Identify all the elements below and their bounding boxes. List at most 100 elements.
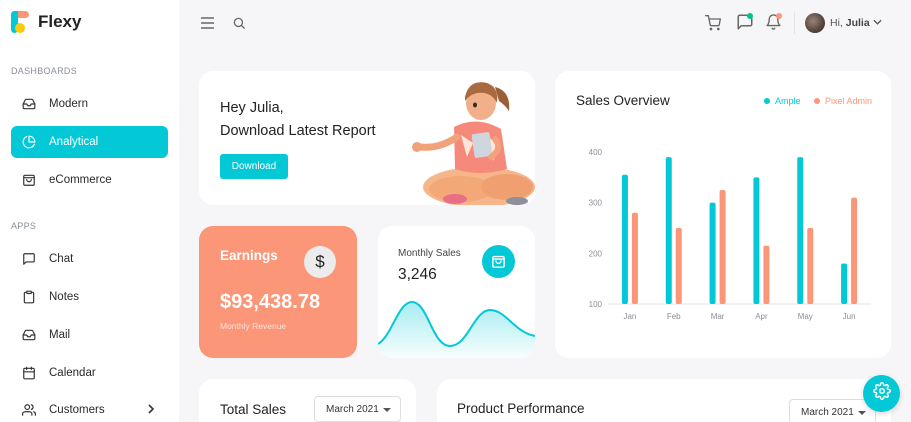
sidebar-item-analytical[interactable]: Analytical — [11, 126, 168, 158]
pie-chart-icon — [22, 135, 36, 149]
sales-overview-card: Sales Overview Ample Pixel Admin 400 300 2… — [555, 71, 891, 358]
sidebar-item-mail[interactable]: Mail — [11, 319, 168, 351]
sidebar-item-label: Calendar — [49, 367, 96, 379]
earnings-card: Earnings $ $93,438.78 Monthly Revenue — [199, 226, 357, 358]
dollar-icon: $ — [304, 246, 336, 278]
total-sales-month-select[interactable]: March 2021 — [314, 396, 401, 422]
settings-fab-button[interactable] — [863, 375, 900, 412]
chevron-right-icon — [146, 403, 156, 418]
sidebar-item-chat[interactable]: Chat — [11, 243, 168, 275]
bar-pixel-admin-jan[interactable] — [631, 212, 638, 304]
shopping-bag-icon — [482, 245, 515, 278]
girl-with-tablet-illustration — [412, 82, 535, 205]
sales-overview-title: Sales Overview — [576, 93, 670, 108]
product-performance-card: Product Performance March 2021 — [437, 379, 891, 422]
brand-name: Flexy — [38, 12, 82, 31]
cart-icon[interactable] — [705, 15, 721, 36]
monthly-sales-sparkline — [378, 300, 535, 358]
search-icon[interactable] — [232, 16, 246, 35]
bar-pixel-admin-feb[interactable] — [675, 228, 682, 304]
mail-icon — [22, 328, 36, 342]
monthly-sales-value: 3,246 — [398, 266, 437, 283]
x-tick-label: Apr — [755, 312, 768, 321]
bar-ample-feb[interactable] — [665, 157, 672, 304]
earnings-title: Earnings — [220, 248, 278, 263]
gear-icon — [872, 382, 891, 405]
welcome-subtitle: Download Latest Report — [220, 123, 376, 139]
select-value: March 2021 — [801, 406, 854, 418]
total-sales-card: Total Sales March 2021 — [199, 379, 416, 422]
calendar-icon — [22, 366, 36, 380]
sidebar-item-calendar[interactable]: Calendar — [11, 357, 168, 389]
bell-icon[interactable] — [765, 13, 782, 36]
sidebar-item-ecommerce[interactable]: eCommerce — [11, 164, 168, 196]
dollar-symbol: $ — [315, 252, 325, 271]
clipboard-icon — [22, 290, 36, 304]
bar-pixel-admin-jun[interactable] — [851, 197, 858, 304]
message-icon[interactable] — [736, 13, 754, 36]
welcome-card: Hey Julia, Download Latest Report Downlo… — [199, 71, 535, 205]
tray-icon — [22, 97, 36, 111]
legend-dot — [814, 98, 820, 104]
x-tick-label: Feb — [667, 312, 681, 321]
y-tick-label: 400 — [589, 148, 603, 157]
menu-icon[interactable] — [200, 16, 215, 35]
chevron-down-icon — [873, 17, 882, 29]
bar-ample-mar[interactable] — [709, 202, 716, 304]
sidebar-item-customers[interactable]: Customers — [11, 394, 168, 422]
y-tick-label: 200 — [589, 249, 603, 258]
sidebar-item-label: eCommerce — [49, 174, 112, 186]
sidebar-item-label: Customers — [49, 404, 105, 416]
brand-logo[interactable]: Flexy — [11, 11, 81, 33]
bar-ample-jan[interactable] — [621, 174, 628, 304]
bar-ample-jun[interactable] — [841, 263, 848, 304]
x-tick-label: Jun — [843, 312, 856, 321]
users-icon — [22, 403, 36, 417]
monthly-sales-card: Monthly Sales 3,246 — [378, 226, 535, 358]
product-performance-title: Product Performance — [457, 401, 585, 416]
earnings-amount: $93,438.78 — [220, 291, 321, 313]
legend-label: Ample — [775, 96, 801, 106]
sidebar-item-label: Chat — [49, 253, 74, 265]
sidebar-item-modern[interactable]: Modern — [11, 88, 168, 120]
legend-dot — [764, 98, 770, 104]
bar-pixel-admin-may[interactable] — [807, 228, 814, 304]
y-tick-label: 100 — [589, 300, 603, 309]
caret-down-icon — [383, 408, 391, 412]
caret-down-icon — [858, 411, 866, 415]
section-label-apps: APPS — [11, 221, 37, 231]
topbar-divider — [794, 12, 795, 34]
logo-icon — [11, 11, 29, 33]
sales-overview-chart: 400 300 200 100 Jan Feb Mar Apr May Jun — [589, 148, 871, 321]
x-tick-label: Mar — [711, 312, 725, 321]
sidebar-item-label: Analytical — [49, 136, 99, 148]
sidebar: Flexy DASHBOARDS Modern Analytical eComm… — [0, 0, 179, 422]
bell-badge-dot — [776, 13, 782, 19]
monthly-sales-title: Monthly Sales — [398, 248, 461, 259]
legend-item-pixel-admin[interactable]: Pixel Admin — [814, 96, 872, 106]
sidebar-item-label: Notes — [49, 291, 80, 303]
sidebar-item-label: Modern — [49, 98, 88, 110]
product-performance-month-select[interactable]: March 2021 — [789, 399, 876, 422]
sidebar-item-notes[interactable]: Notes — [11, 281, 168, 313]
legend-item-ample[interactable]: Ample — [764, 96, 801, 106]
x-tick-label: May — [798, 312, 813, 321]
message-badge-dot — [747, 13, 753, 19]
bar-ample-may[interactable] — [797, 157, 804, 304]
total-sales-title: Total Sales — [220, 402, 287, 417]
download-button[interactable]: Download — [220, 154, 288, 179]
bar-pixel-admin-mar[interactable] — [719, 190, 726, 304]
welcome-greeting: Hey Julia, — [220, 100, 284, 116]
sidebar-item-label: Mail — [49, 329, 71, 341]
shopping-bag-icon — [22, 173, 36, 187]
bar-ample-apr[interactable] — [753, 177, 760, 304]
user-menu[interactable]: Hi, Julia — [830, 17, 882, 29]
x-tick-label: Jan — [623, 312, 636, 321]
avatar[interactable] — [805, 13, 825, 33]
bar-pixel-admin-apr[interactable] — [763, 245, 770, 304]
section-label-dashboards: DASHBOARDS — [11, 66, 78, 76]
y-tick-label: 300 — [589, 199, 603, 208]
user-name: Julia — [845, 17, 870, 29]
earnings-subtitle: Monthly Revenue — [220, 321, 287, 331]
greeting-text: Hi, — [830, 17, 843, 29]
